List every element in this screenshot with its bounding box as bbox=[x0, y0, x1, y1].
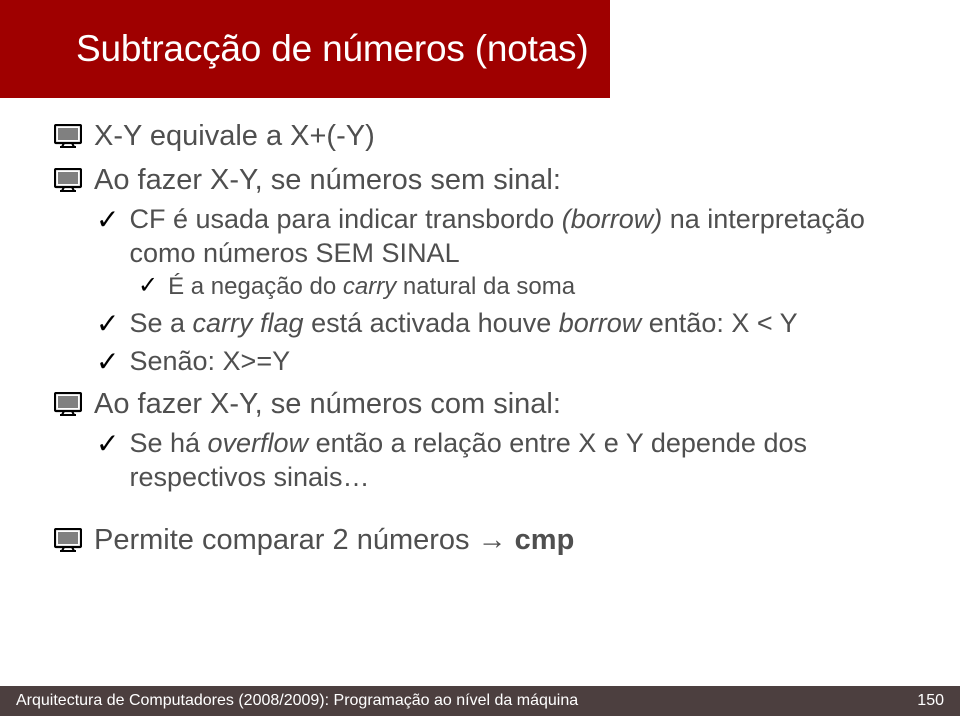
check-icon: ✓ bbox=[96, 348, 119, 376]
bullet-text: Se a carry flag está activada houve borr… bbox=[129, 306, 797, 340]
bullet-l2: ✓ Se há overflow então a relação entre X… bbox=[96, 426, 920, 494]
text-part: Permite comparar 2 números bbox=[94, 524, 478, 556]
slide: Subtracção de números (notas) X-Y equiva… bbox=[0, 0, 960, 716]
footer-text: Arquitectura de Computadores (2008/2009)… bbox=[16, 692, 578, 710]
check-icon: ✓ bbox=[96, 310, 119, 338]
bullet-l3: ✓ É a negação do carry natural da soma bbox=[138, 272, 920, 302]
text-part: CF é usada para indicar transbordo bbox=[129, 204, 561, 234]
text-bold: cmp bbox=[507, 524, 575, 556]
bullet-l2: ✓ Senão: X>=Y bbox=[96, 344, 920, 378]
bullet-text: Ao fazer X-Y, se números com sinal: bbox=[94, 386, 561, 422]
text-part: está activada houve bbox=[304, 308, 559, 338]
bullet-text: É a negação do carry natural da soma bbox=[168, 272, 575, 302]
bullet-l2: ✓ Se a carry flag está activada houve bo… bbox=[96, 306, 920, 340]
bullet-text: Ao fazer X-Y, se números sem sinal: bbox=[94, 162, 561, 198]
check-icon: ✓ bbox=[96, 430, 119, 458]
text-italic: carry flag bbox=[193, 308, 304, 338]
bullet-l2: ✓ CF é usada para indicar transbordo (bo… bbox=[96, 202, 920, 270]
bullet-text: CF é usada para indicar transbordo (borr… bbox=[129, 202, 920, 270]
text-italic: borrow bbox=[559, 308, 642, 338]
text-part: É a negação do bbox=[168, 273, 343, 300]
arrow-icon: → bbox=[478, 524, 507, 556]
monitor-icon bbox=[54, 528, 82, 557]
bullet-text: Se há overflow então a relação entre X e… bbox=[129, 426, 920, 494]
text-part: Se a bbox=[129, 308, 192, 338]
text-italic: (borrow) bbox=[562, 204, 663, 234]
bullet-text: Senão: X>=Y bbox=[129, 344, 290, 378]
check-icon: ✓ bbox=[138, 274, 158, 298]
bullet-text: Permite comparar 2 números → cmp bbox=[94, 522, 574, 558]
text-part: natural da soma bbox=[396, 273, 575, 300]
bullet-l1: Ao fazer X-Y, se números sem sinal: bbox=[54, 162, 920, 198]
text-italic: overflow bbox=[208, 428, 309, 458]
text-part: então: X < Y bbox=[641, 308, 797, 338]
bullet-l1: X-Y equivale a X+(-Y) bbox=[54, 118, 920, 154]
text-italic: carry bbox=[343, 273, 396, 300]
bullet-l1: Permite comparar 2 números → cmp bbox=[54, 522, 920, 558]
bullet-text: X-Y equivale a X+(-Y) bbox=[94, 118, 375, 154]
footer-bar: Arquitectura de Computadores (2008/2009)… bbox=[0, 686, 960, 716]
slide-title: Subtracção de números (notas) bbox=[76, 28, 588, 70]
bullet-l1: Ao fazer X-Y, se números com sinal: bbox=[54, 386, 920, 422]
monitor-icon bbox=[54, 392, 82, 421]
title-band: Subtracção de números (notas) bbox=[0, 0, 610, 98]
monitor-icon bbox=[54, 168, 82, 197]
monitor-icon bbox=[54, 124, 82, 153]
text-part: Se há bbox=[129, 428, 207, 458]
content-area: X-Y equivale a X+(-Y) Ao fazer X-Y, se n… bbox=[54, 110, 920, 558]
page-number: 150 bbox=[917, 692, 944, 710]
check-icon: ✓ bbox=[96, 206, 119, 234]
